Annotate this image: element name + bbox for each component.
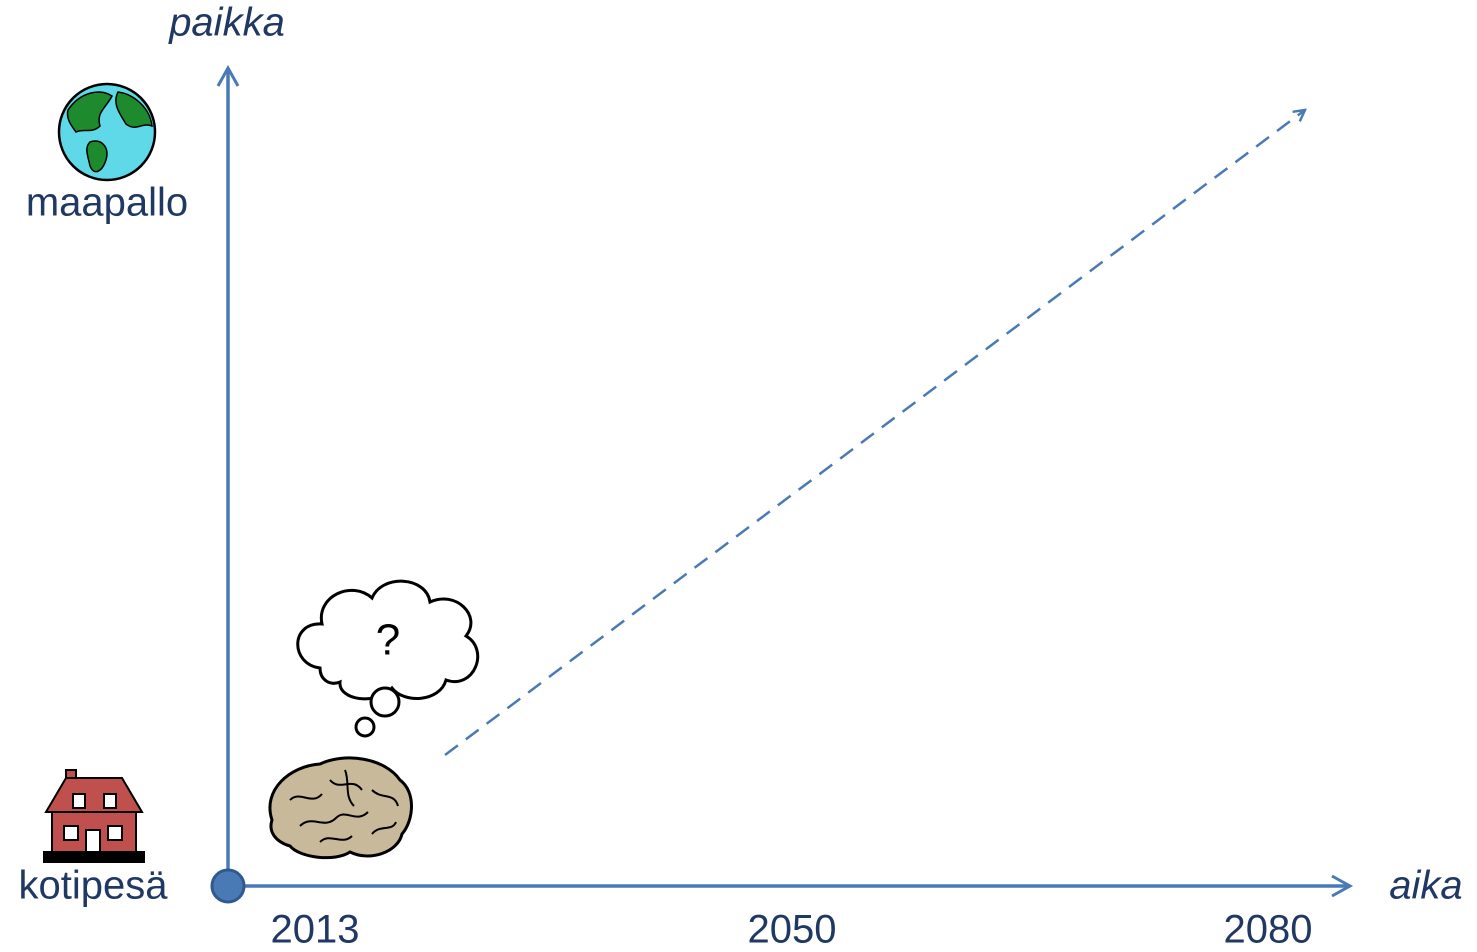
brain-icon [268,756,413,860]
thought-cloud [296,579,480,738]
globe-icon [57,82,157,182]
place-bottom-label: kotipesä [19,864,169,908]
y-axis-label: paikka [168,1,285,45]
year-label: 2013 [271,908,360,952]
year-label: 2050 [748,908,837,952]
place-top-label: maapallo [26,181,188,225]
x-axis-label: aika [1389,864,1462,908]
trend-arrow [444,110,1305,756]
origin-dot [210,868,246,904]
thought-text: ? [376,616,400,665]
year-label: 2080 [1224,908,1313,952]
house-icon [43,769,145,863]
